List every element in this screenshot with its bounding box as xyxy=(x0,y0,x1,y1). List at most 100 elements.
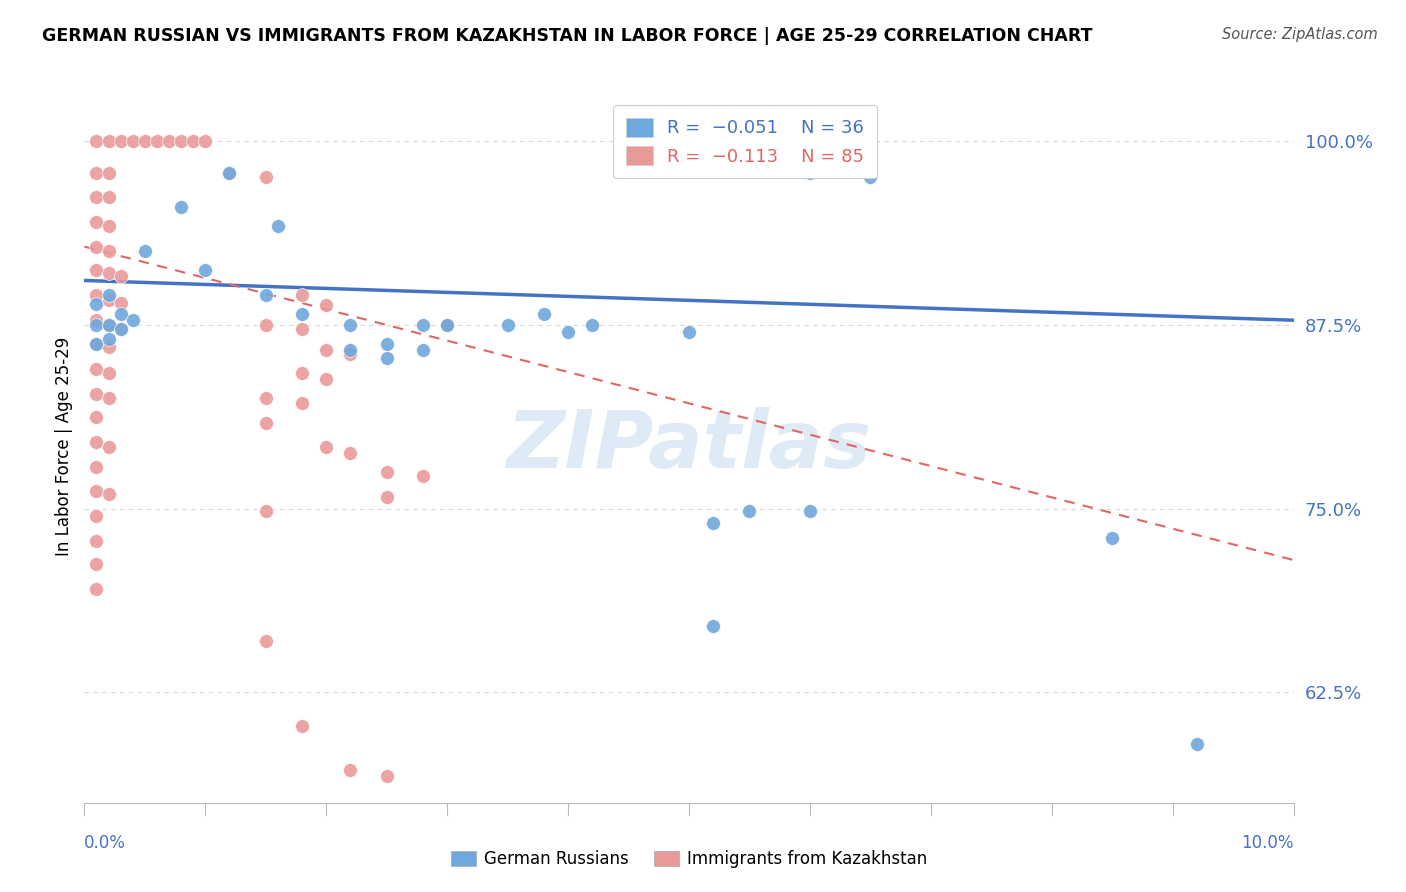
Point xyxy=(97,189,120,203)
Point xyxy=(412,469,434,483)
Point xyxy=(97,288,120,302)
Text: 0.0%: 0.0% xyxy=(84,834,127,852)
Point xyxy=(134,134,156,148)
Point xyxy=(339,347,361,361)
Point xyxy=(97,134,120,148)
Point xyxy=(86,558,108,572)
Point xyxy=(702,619,724,633)
Point xyxy=(86,263,108,277)
Point xyxy=(86,410,108,425)
Point xyxy=(194,263,217,277)
Point xyxy=(254,504,277,518)
Point xyxy=(436,318,458,332)
Legend: R =  −0.051    N = 36, R =  −0.113    N = 85: R = −0.051 N = 36, R = −0.113 N = 85 xyxy=(613,105,877,178)
Point xyxy=(496,318,519,332)
Point xyxy=(97,244,120,258)
Point xyxy=(436,318,458,332)
Point xyxy=(315,298,337,312)
Point xyxy=(581,318,603,332)
Point xyxy=(86,483,108,498)
Point xyxy=(110,322,132,336)
Point xyxy=(315,343,337,357)
Text: Source: ZipAtlas.com: Source: ZipAtlas.com xyxy=(1222,27,1378,42)
Point xyxy=(291,307,314,321)
Point xyxy=(291,818,314,832)
Point xyxy=(86,508,108,523)
Point xyxy=(110,268,132,283)
Point xyxy=(375,465,398,479)
Point xyxy=(97,318,120,332)
Point xyxy=(291,719,314,733)
Point xyxy=(86,582,108,597)
Text: ZIPatlas: ZIPatlas xyxy=(506,407,872,485)
Point xyxy=(86,435,108,450)
Point xyxy=(254,318,277,332)
Point xyxy=(557,325,579,339)
Point xyxy=(86,313,108,327)
Point xyxy=(97,219,120,233)
Point xyxy=(97,487,120,501)
Point xyxy=(86,533,108,548)
Point xyxy=(254,288,277,302)
Point xyxy=(738,504,761,518)
Point xyxy=(97,391,120,405)
Point xyxy=(97,166,120,180)
Point xyxy=(194,134,217,148)
Point xyxy=(218,166,240,180)
Point xyxy=(702,516,724,531)
Point xyxy=(1185,737,1208,751)
Point xyxy=(339,445,361,459)
Point xyxy=(97,266,120,280)
Point xyxy=(97,340,120,354)
Point xyxy=(291,288,314,302)
Point xyxy=(291,366,314,380)
Point xyxy=(859,170,882,185)
Point xyxy=(86,189,108,203)
Point xyxy=(254,634,277,648)
Point xyxy=(86,318,108,332)
Point xyxy=(315,372,337,386)
Point xyxy=(86,288,108,302)
Point xyxy=(97,318,120,332)
Point xyxy=(97,440,120,454)
Point xyxy=(375,351,398,366)
Point xyxy=(86,336,108,351)
Point xyxy=(97,366,120,380)
Point xyxy=(134,244,156,258)
Text: GERMAN RUSSIAN VS IMMIGRANTS FROM KAZAKHSTAN IN LABOR FORCE | AGE 25-29 CORRELAT: GERMAN RUSSIAN VS IMMIGRANTS FROM KAZAKH… xyxy=(42,27,1092,45)
Point xyxy=(254,170,277,185)
Point xyxy=(86,336,108,351)
Point xyxy=(267,219,290,233)
Point xyxy=(1101,531,1123,545)
Point xyxy=(86,134,108,148)
Point xyxy=(170,134,193,148)
Point xyxy=(339,343,361,357)
Point xyxy=(375,336,398,351)
Point xyxy=(412,343,434,357)
Point xyxy=(315,440,337,454)
Point xyxy=(97,332,120,346)
Point xyxy=(254,416,277,430)
Y-axis label: In Labor Force | Age 25-29: In Labor Force | Age 25-29 xyxy=(55,336,73,556)
Point xyxy=(291,395,314,409)
Point xyxy=(678,325,700,339)
Point xyxy=(339,318,361,332)
Point xyxy=(86,460,108,475)
Point xyxy=(375,769,398,783)
Point xyxy=(157,134,180,148)
Point xyxy=(86,297,108,311)
Point xyxy=(375,490,398,504)
Point xyxy=(86,386,108,401)
Point xyxy=(86,239,108,253)
Point xyxy=(121,134,143,148)
Point xyxy=(110,307,132,321)
Point xyxy=(533,307,555,321)
Point xyxy=(97,293,120,307)
Text: 10.0%: 10.0% xyxy=(1241,834,1294,852)
Point xyxy=(412,318,434,332)
Point xyxy=(121,313,143,327)
Point xyxy=(86,166,108,180)
Point xyxy=(799,504,821,518)
Point xyxy=(110,322,132,336)
Point xyxy=(86,214,108,228)
